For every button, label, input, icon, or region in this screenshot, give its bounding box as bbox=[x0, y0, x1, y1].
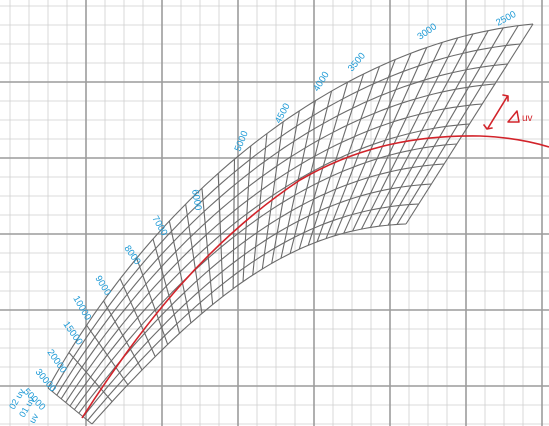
duv-line bbox=[60, 83, 495, 400]
isotherm-line bbox=[405, 23, 534, 225]
double-headed-arrow-icon bbox=[483, 94, 509, 130]
isotherm-line bbox=[307, 73, 365, 246]
isotherm-line bbox=[343, 47, 428, 234]
isotherm-line bbox=[360, 37, 459, 230]
duv-line bbox=[56, 63, 508, 396]
planckian-locus-curve bbox=[81, 135, 549, 419]
isotherm-line bbox=[289, 90, 333, 254]
isotherm-line bbox=[185, 204, 203, 314]
duv-line bbox=[73, 143, 457, 410]
duv-line bbox=[91, 223, 407, 425]
isotherm-line bbox=[261, 121, 284, 270]
duv-line bbox=[82, 183, 432, 418]
cct-label: 6000 bbox=[189, 189, 204, 212]
duv-line bbox=[47, 23, 534, 389]
duv-line bbox=[51, 43, 521, 392]
isotherm-line bbox=[280, 100, 316, 259]
isotherm-line bbox=[396, 25, 519, 225]
isotherm-line bbox=[325, 59, 396, 239]
isotherm-line bbox=[271, 110, 300, 264]
isotherm-line bbox=[334, 52, 412, 236]
delta-triangle-icon bbox=[507, 110, 520, 123]
isotherm-line bbox=[86, 324, 129, 386]
isotherm-line bbox=[119, 278, 156, 357]
isotherm-line bbox=[298, 82, 349, 250]
isotherm-line bbox=[252, 133, 268, 276]
isotherm-line bbox=[152, 238, 181, 334]
isotherm-line bbox=[242, 145, 252, 282]
isotherm-line bbox=[47, 387, 93, 425]
isotherm-line bbox=[352, 42, 443, 232]
duv-annotation-label: uv bbox=[522, 113, 533, 124]
isotherm-line bbox=[103, 300, 143, 371]
duv-line bbox=[65, 103, 483, 403]
isotherm-line bbox=[168, 220, 192, 324]
isotherm-line bbox=[232, 159, 236, 289]
isotherm-line bbox=[316, 66, 380, 242]
isotherm-line bbox=[387, 27, 504, 226]
isotherm-duv-mesh bbox=[47, 23, 534, 425]
duv-line bbox=[78, 163, 445, 414]
duv-line bbox=[69, 123, 470, 407]
duv-line bbox=[87, 203, 419, 421]
duv-annotation: uv bbox=[483, 94, 533, 130]
isotherm-line bbox=[378, 30, 489, 227]
isotherm-line bbox=[68, 352, 113, 402]
isotherm-line bbox=[201, 188, 214, 305]
isotherm-line bbox=[217, 173, 224, 297]
isotherm-line bbox=[136, 258, 169, 345]
isotherm-line bbox=[369, 33, 474, 228]
